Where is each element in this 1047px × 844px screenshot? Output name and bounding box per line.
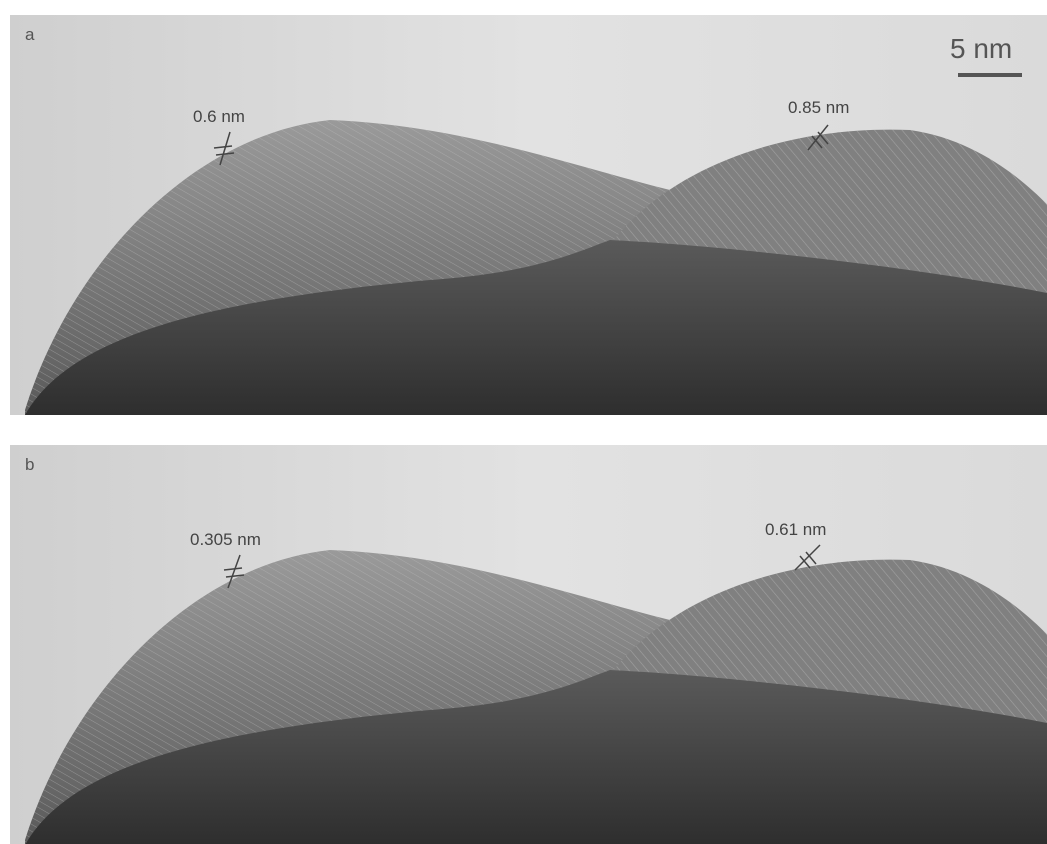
micrograph-figure: a 5 nm 0.6 nm 0.85 nm b 0.305 nm 0.61 nm	[0, 0, 1047, 844]
annotation: 0.85 nm	[788, 98, 849, 117]
annotation: 0.6 nm	[193, 107, 245, 126]
annotation: 0.61 nm	[765, 520, 826, 539]
panel-label: a	[25, 25, 35, 44]
panel-a	[10, 15, 1047, 415]
annotation: 0.305 nm	[190, 530, 261, 549]
panel-b	[10, 445, 1047, 844]
scale-bar-label: 5 nm	[950, 33, 1012, 64]
panel-label: b	[25, 455, 34, 474]
